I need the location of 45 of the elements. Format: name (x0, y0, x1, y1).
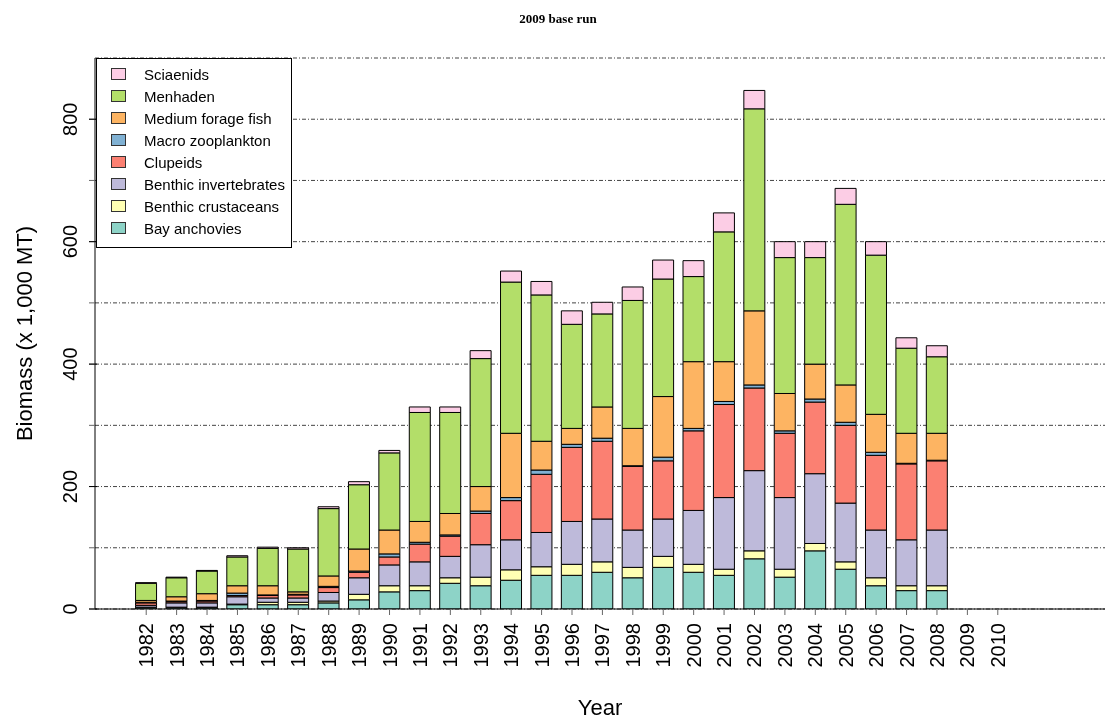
x-tick-label: 1993 (469, 623, 492, 668)
x-tick-label: 2002 (743, 623, 766, 668)
x-tick-label: 2000 (682, 623, 705, 668)
x-tick-label: 1998 (621, 623, 644, 668)
x-tick-label: 2004 (804, 623, 827, 668)
legend-label: Clupeids (144, 153, 203, 171)
x-tick-label: 2007 (895, 623, 918, 668)
x-axis-title: Year (577, 695, 623, 720)
y-tick-label: 200 (59, 469, 81, 504)
x-tick-label: 1997 (591, 623, 614, 668)
x-tick-label: 1999 (652, 623, 675, 668)
legend-label: Macro zooplankton (144, 131, 271, 149)
legend-label: Sciaenids (144, 65, 210, 83)
x-tick-label: 2009 (956, 623, 979, 668)
x-tick-label: 1992 (439, 623, 462, 668)
legend-label: Benthic invertebrates (144, 175, 285, 193)
x-tick-label: 1995 (530, 623, 553, 668)
x-tick-label: 2010 (986, 623, 1009, 668)
chart-title: 2009 base run (518, 11, 598, 27)
y-tick-label: 0 (59, 603, 81, 615)
x-tick-label: 1996 (561, 623, 583, 668)
y-tick-label: 400 (59, 347, 81, 381)
x-tick-label: 1988 (317, 623, 340, 668)
x-tick-label: 1990 (378, 623, 401, 668)
legend-label: Bay anchovies (144, 219, 242, 237)
y-axis-title: Biomass (x 1,000 MT) (11, 225, 37, 442)
x-tick-label: 1982 (135, 623, 158, 668)
x-tick-label: 2003 (773, 623, 796, 668)
legend-label: Medium forage fish (144, 109, 272, 127)
x-tick-label: 2001 (713, 623, 736, 668)
y-tick-label: 800 (59, 102, 81, 136)
x-tick-label: 2005 (834, 623, 857, 668)
x-tick-label: 1984 (196, 623, 219, 668)
legend-label: Benthic crustaceans (144, 197, 280, 215)
x-tick-label: 2006 (865, 623, 888, 668)
x-tick-label: 1994 (500, 623, 523, 668)
x-tick-label: 1987 (287, 623, 310, 668)
x-tick-label: 1989 (348, 623, 371, 668)
legend-label: Menhaden (144, 87, 215, 105)
x-tick-label: 1985 (226, 623, 249, 668)
y-tick-label: 600 (59, 224, 81, 259)
x-tick-label: 2008 (925, 623, 948, 668)
x-tick-label: 1991 (408, 623, 431, 668)
x-tick-label: 1986 (256, 623, 279, 668)
x-tick-label: 1983 (165, 623, 188, 668)
